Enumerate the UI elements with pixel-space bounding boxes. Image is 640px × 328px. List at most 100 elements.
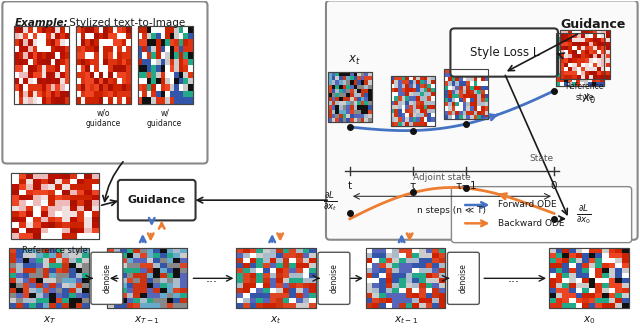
Bar xyxy=(564,73,568,77)
Bar xyxy=(113,39,117,46)
Bar xyxy=(90,72,94,78)
Bar xyxy=(402,105,405,109)
Bar xyxy=(48,173,55,179)
Bar xyxy=(94,65,99,72)
Bar xyxy=(147,303,154,308)
Bar xyxy=(420,96,424,101)
Bar xyxy=(392,268,399,273)
Bar xyxy=(33,206,40,212)
Bar xyxy=(409,80,413,84)
Bar xyxy=(622,278,628,283)
Bar xyxy=(160,288,166,293)
Text: ...: ... xyxy=(507,272,519,285)
Bar xyxy=(152,97,156,104)
Bar xyxy=(452,111,456,115)
Bar xyxy=(589,54,593,58)
Bar xyxy=(138,27,193,104)
Bar xyxy=(474,94,477,98)
Bar xyxy=(113,268,120,273)
Bar xyxy=(580,64,584,68)
Bar xyxy=(342,106,346,110)
Bar xyxy=(160,283,166,288)
Bar xyxy=(173,254,180,258)
Bar xyxy=(296,258,303,263)
Bar xyxy=(303,254,309,258)
Bar xyxy=(577,47,580,51)
Bar xyxy=(296,273,303,278)
Bar xyxy=(63,222,70,228)
Bar xyxy=(250,283,256,288)
Bar xyxy=(48,217,55,222)
Bar xyxy=(256,298,263,303)
Bar xyxy=(33,173,40,179)
Bar xyxy=(392,288,399,293)
Bar xyxy=(335,80,339,85)
Bar xyxy=(563,248,569,254)
Bar xyxy=(584,37,588,42)
Bar xyxy=(16,268,22,273)
Bar xyxy=(42,84,46,91)
Bar xyxy=(549,303,556,308)
Bar xyxy=(22,273,29,278)
Bar xyxy=(416,105,420,109)
Bar xyxy=(576,55,580,59)
Bar xyxy=(161,33,165,39)
Bar xyxy=(556,77,560,82)
Bar xyxy=(179,78,184,84)
Bar xyxy=(426,303,432,308)
Bar xyxy=(399,248,406,254)
Bar xyxy=(572,37,576,42)
Bar xyxy=(459,69,463,73)
Bar xyxy=(37,27,42,33)
Bar xyxy=(154,293,160,298)
Bar xyxy=(600,51,604,55)
Bar xyxy=(419,248,426,254)
Bar xyxy=(379,288,386,293)
Bar xyxy=(63,278,69,283)
Bar xyxy=(592,64,596,68)
Bar xyxy=(173,293,180,298)
Bar xyxy=(357,114,361,118)
Bar xyxy=(296,268,303,273)
Bar xyxy=(332,106,335,110)
Bar xyxy=(256,263,263,268)
Bar xyxy=(142,46,147,52)
Bar xyxy=(120,288,127,293)
Bar xyxy=(392,263,399,268)
Bar xyxy=(113,84,117,91)
Bar xyxy=(335,101,339,106)
Bar xyxy=(147,84,152,91)
Bar xyxy=(328,114,332,118)
Bar xyxy=(296,278,303,283)
Bar xyxy=(104,46,108,52)
Bar xyxy=(332,118,335,122)
Bar xyxy=(339,97,342,101)
Bar xyxy=(309,278,316,283)
Bar xyxy=(406,303,412,308)
Bar xyxy=(419,263,426,268)
Bar xyxy=(556,283,563,288)
Bar xyxy=(600,46,604,51)
Bar xyxy=(364,72,368,76)
Bar xyxy=(83,273,89,278)
Bar xyxy=(180,254,187,258)
Bar xyxy=(328,110,332,114)
Bar xyxy=(597,51,602,54)
Bar xyxy=(342,118,346,122)
Bar xyxy=(439,278,445,283)
Bar xyxy=(147,273,154,278)
Text: Forward ODE: Forward ODE xyxy=(498,200,557,210)
Bar xyxy=(309,258,316,263)
Bar xyxy=(452,102,456,106)
Bar xyxy=(81,91,85,97)
Bar xyxy=(69,254,76,258)
Bar xyxy=(81,97,85,104)
Bar xyxy=(142,33,147,39)
Bar xyxy=(556,55,560,59)
FancyBboxPatch shape xyxy=(447,252,479,304)
Bar xyxy=(170,46,174,52)
Bar xyxy=(474,111,477,115)
Bar xyxy=(19,46,24,52)
Bar xyxy=(432,273,439,278)
Bar xyxy=(94,52,99,59)
